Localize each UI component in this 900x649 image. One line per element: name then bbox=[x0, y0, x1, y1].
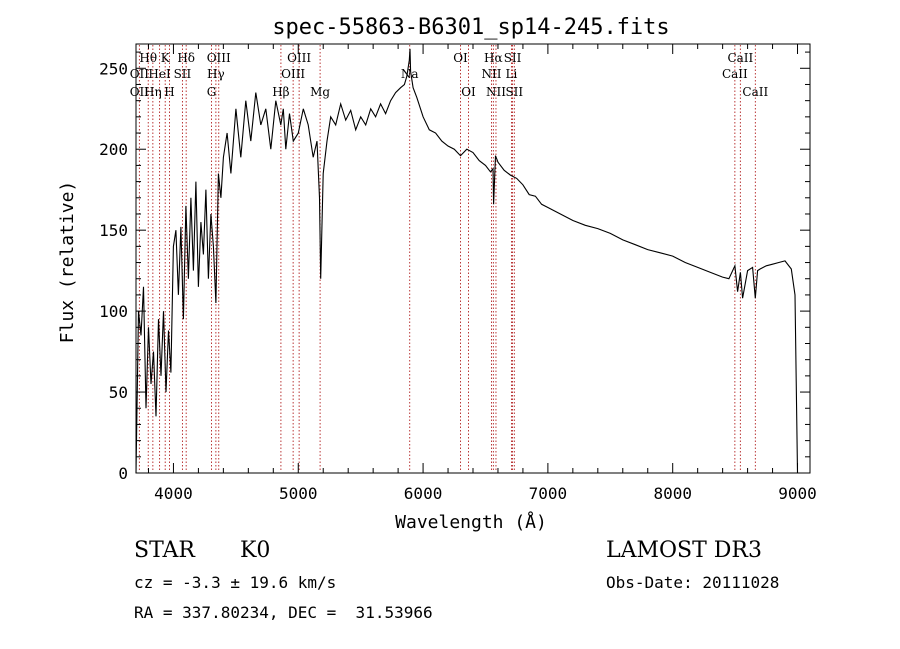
line-marker-label: Hθ bbox=[139, 51, 157, 65]
chart-title: spec-55863-B6301_sp14-245.fits bbox=[272, 15, 669, 40]
line-marker-label: OI bbox=[461, 85, 476, 99]
object-class: STAR bbox=[134, 538, 195, 563]
spectrum-line bbox=[135, 48, 799, 474]
line-marker-label: CaII bbox=[727, 51, 753, 65]
line-marker-label: Mg bbox=[310, 85, 330, 99]
line-marker-label: Hβ bbox=[272, 85, 289, 99]
y-tick-label: 250 bbox=[99, 59, 128, 78]
line-marker-label: H bbox=[164, 85, 174, 99]
redshift-text: cz = -3.3 ± 19.6 km/s bbox=[134, 573, 337, 592]
line-markers bbox=[138, 45, 756, 472]
line-marker-label: OIII bbox=[287, 51, 311, 65]
x-axis-label: Wavelength (Å) bbox=[395, 511, 547, 533]
x-tick-label: 6000 bbox=[404, 484, 443, 503]
y-tick-label: 200 bbox=[99, 140, 128, 159]
line-marker-label: SII bbox=[504, 51, 522, 65]
line-marker-label: CaII bbox=[742, 85, 768, 99]
line-marker-label: OIII bbox=[207, 51, 231, 65]
x-tick-label: 8000 bbox=[653, 484, 692, 503]
x-tick-label: 9000 bbox=[778, 484, 817, 503]
obs-date: Obs-Date: 20111028 bbox=[606, 573, 780, 592]
x-tick-label: 4000 bbox=[154, 484, 193, 503]
line-marker-label: OIII bbox=[281, 67, 305, 81]
line-marker-label: Hη bbox=[144, 85, 162, 99]
plot-frame bbox=[135, 43, 811, 474]
x-axis-ticks: 4000 5000 6000 7000 8000 9000 bbox=[147, 44, 817, 503]
line-marker-label: OII bbox=[130, 85, 150, 99]
line-marker-label: CaII bbox=[722, 67, 748, 81]
y-tick-label: 0 bbox=[118, 464, 128, 483]
y-tick-label: 150 bbox=[99, 221, 128, 240]
y-tick-label: 100 bbox=[99, 302, 128, 321]
x-tick-label: 7000 bbox=[529, 484, 568, 503]
line-marker-label: NII bbox=[486, 85, 506, 99]
line-marker-label: HeI bbox=[148, 67, 171, 81]
line-marker-label: SII bbox=[505, 85, 523, 99]
line-marker-label: Hγ bbox=[207, 67, 225, 81]
y-tick-label: 50 bbox=[109, 383, 128, 402]
line-marker-label: Hα bbox=[484, 51, 503, 65]
survey-name: LAMOST DR3 bbox=[606, 538, 762, 563]
y-axis-ticks: 0 50 100 150 200 250 bbox=[99, 51, 810, 483]
line-marker-label: Li bbox=[506, 67, 518, 81]
line-marker-label: OII bbox=[130, 67, 150, 81]
object-subclass: K0 bbox=[240, 538, 271, 563]
x-tick-label: 5000 bbox=[279, 484, 318, 503]
line-marker-label: SII bbox=[174, 67, 192, 81]
line-marker-label: G bbox=[207, 85, 217, 99]
line-marker-label: Na bbox=[401, 67, 419, 81]
line-marker-label: K bbox=[161, 51, 171, 65]
coordinates-text: RA = 337.80234, DEC = 31.53966 bbox=[134, 603, 433, 622]
y-axis-label: Flux (relative) bbox=[57, 181, 78, 344]
line-marker-label: OI bbox=[453, 51, 468, 65]
line-marker-label: Hδ bbox=[177, 51, 195, 65]
line-marker-label: NII bbox=[481, 67, 501, 81]
